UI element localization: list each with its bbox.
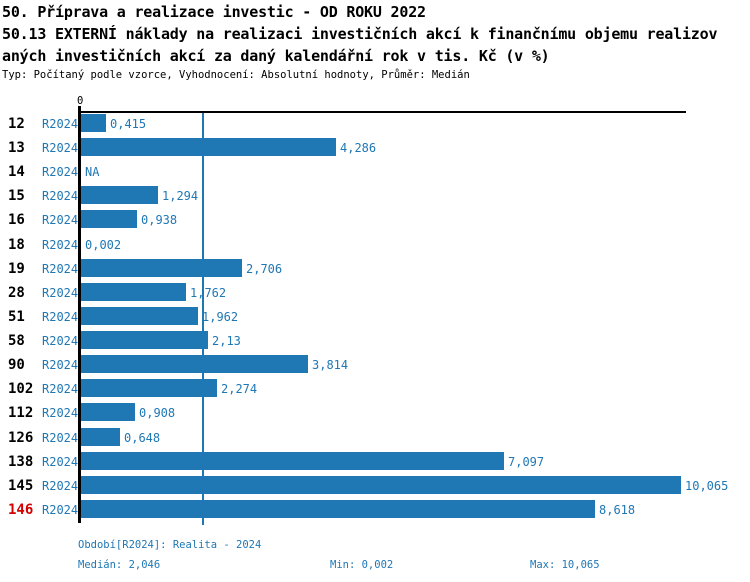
footer-median-value: Medián: 2,046: [78, 559, 161, 571]
chart-title-line-3: aných investičních akcí za daný kalendář…: [2, 47, 550, 65]
value-bar: [81, 331, 208, 349]
value-bar: [81, 428, 120, 446]
row-period-label: R2024: [42, 310, 79, 324]
bar-value-label: 0,908: [139, 406, 176, 420]
bar-value-label: 2,13: [212, 334, 241, 348]
row-period-label: R2024: [42, 382, 79, 396]
row-id-label: 102: [8, 381, 34, 397]
footer-period-info: Období[R2024]: Realita - 2024: [78, 539, 262, 551]
row-id-label: 13: [8, 140, 25, 156]
row-period-label: R2024: [42, 406, 79, 420]
row-id-label: 28: [8, 285, 25, 301]
value-bar: [81, 307, 198, 325]
row-id-label: 16: [8, 212, 25, 228]
chart-title-line-1: 50. Příprava a realizace investic - OD R…: [2, 3, 426, 21]
value-bar: [81, 379, 217, 397]
row-id-label: 145: [8, 478, 34, 494]
row-id-label: 12: [8, 116, 25, 132]
row-id-label: 126: [8, 430, 34, 446]
value-bar: [81, 403, 135, 421]
x-axis-zero-tick-label: 0: [77, 95, 84, 107]
value-bar: [81, 452, 504, 470]
bar-value-label: NA: [85, 165, 100, 179]
y-axis-line: [78, 106, 81, 523]
chart-meta-info: Typ: Počítaný podle vzorce, Vyhodnocení:…: [2, 69, 470, 81]
value-bar: [81, 186, 158, 204]
row-id-label: 51: [8, 309, 25, 325]
bar-value-label: 7,097: [508, 455, 545, 469]
row-period-label: R2024: [42, 358, 79, 372]
value-bar: [81, 138, 336, 156]
value-bar: [81, 500, 595, 518]
row-period-label: R2024: [42, 286, 79, 300]
row-id-label: 14: [8, 164, 25, 180]
row-period-label: R2024: [42, 165, 79, 179]
row-period-label: R2024: [42, 213, 79, 227]
row-period-label: R2024: [42, 117, 79, 131]
chart-title-line-2: 50.13 EXTERNÍ náklady na realizaci inves…: [2, 25, 718, 43]
bar-value-label: 1,962: [202, 310, 239, 324]
bar-value-label: 3,814: [312, 358, 349, 372]
row-period-label: R2024: [42, 431, 79, 445]
row-period-label: R2024: [42, 479, 79, 493]
row-id-label: 58: [8, 333, 25, 349]
row-id-label: 138: [8, 454, 34, 470]
row-id-label: 19: [8, 261, 25, 277]
footer-min-value: Min: 0,002: [330, 559, 394, 571]
row-id-label: 90: [8, 357, 25, 373]
row-period-label: R2024: [42, 455, 79, 469]
value-bar: [81, 283, 186, 301]
row-id-label: 18: [8, 237, 25, 253]
row-id-label: 112: [8, 405, 34, 421]
bar-value-label: 4,286: [340, 141, 377, 155]
bar-value-label: 1,294: [162, 189, 199, 203]
value-bar: [81, 355, 308, 373]
row-period-label: R2024: [42, 189, 79, 203]
row-period-label: R2024: [42, 262, 79, 276]
bar-value-label: 2,706: [246, 262, 283, 276]
value-bar: [81, 259, 242, 277]
x-axis-top-line: [78, 111, 686, 113]
bar-value-label: 0,415: [110, 117, 147, 131]
bar-value-label: 2,274: [221, 382, 258, 396]
bar-value-label: 0,002: [85, 238, 122, 252]
median-reference-line: [202, 113, 204, 525]
row-period-label: R2024: [42, 334, 79, 348]
row-period-label: R2024: [42, 141, 79, 155]
value-bar: [81, 476, 681, 494]
value-bar: [81, 210, 137, 228]
row-id-label: 146: [8, 502, 34, 518]
value-bar: [81, 114, 106, 132]
row-id-label: 15: [8, 188, 25, 204]
bar-value-label: 0,938: [141, 213, 178, 227]
row-period-label: R2024: [42, 503, 79, 517]
bar-value-label: 8,618: [599, 503, 636, 517]
bar-value-label: 1,762: [190, 286, 227, 300]
row-period-label: R2024: [42, 238, 79, 252]
footer-max-value: Max: 10,065: [530, 559, 600, 571]
bar-value-label: 0,648: [124, 431, 161, 445]
bar-value-label: 10,065: [685, 479, 729, 493]
